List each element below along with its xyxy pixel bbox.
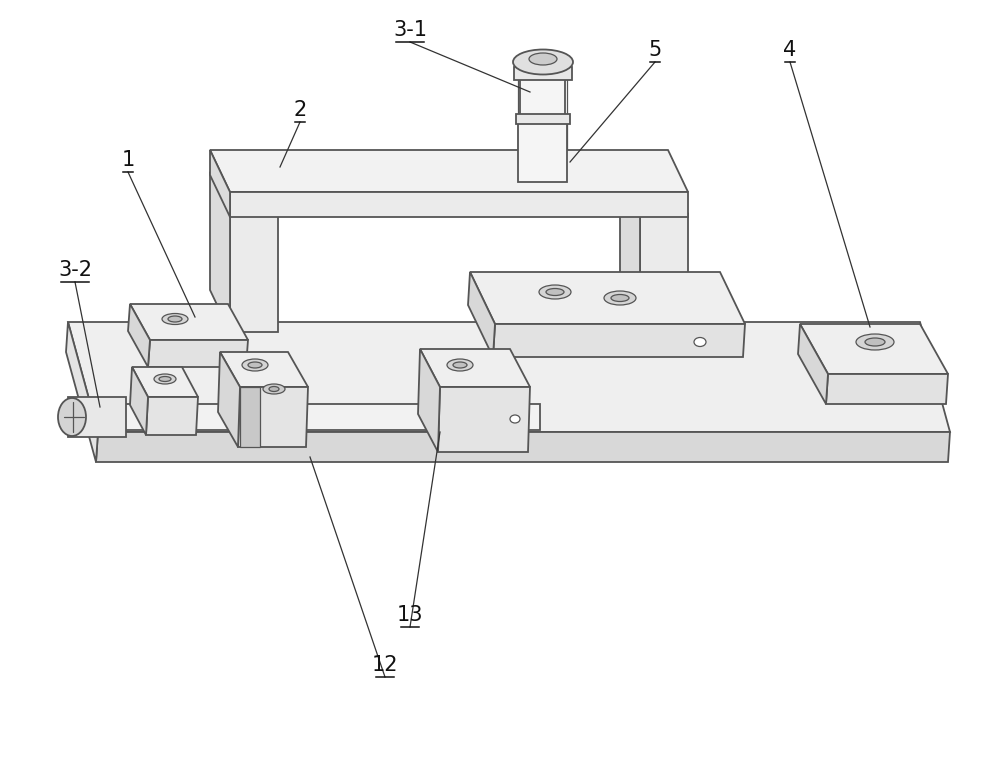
Ellipse shape (604, 291, 636, 305)
Polygon shape (128, 304, 150, 367)
Polygon shape (146, 397, 198, 435)
Text: 3-1: 3-1 (393, 20, 427, 40)
Ellipse shape (539, 285, 571, 299)
Polygon shape (230, 192, 688, 217)
Text: 1: 1 (121, 150, 135, 170)
Polygon shape (620, 172, 640, 332)
Text: 5: 5 (648, 40, 662, 60)
Ellipse shape (58, 398, 86, 436)
Ellipse shape (546, 289, 564, 296)
Polygon shape (68, 322, 950, 432)
Ellipse shape (154, 374, 176, 384)
Polygon shape (96, 432, 950, 462)
Polygon shape (238, 387, 308, 447)
Polygon shape (418, 349, 440, 452)
Polygon shape (438, 387, 530, 452)
Polygon shape (620, 172, 688, 214)
Ellipse shape (263, 384, 285, 394)
Ellipse shape (168, 316, 182, 322)
Polygon shape (130, 367, 148, 435)
Ellipse shape (510, 415, 520, 423)
Ellipse shape (269, 387, 279, 391)
Text: 3-2: 3-2 (58, 260, 92, 280)
Polygon shape (470, 272, 745, 324)
Polygon shape (240, 387, 260, 447)
Polygon shape (132, 367, 198, 397)
Polygon shape (230, 214, 278, 332)
Polygon shape (130, 304, 248, 340)
Ellipse shape (865, 338, 885, 346)
Polygon shape (66, 322, 98, 462)
Polygon shape (123, 404, 540, 430)
Polygon shape (640, 214, 688, 332)
Polygon shape (210, 150, 688, 192)
Ellipse shape (447, 359, 473, 371)
Ellipse shape (611, 294, 629, 302)
Ellipse shape (856, 334, 894, 350)
Polygon shape (218, 352, 240, 447)
Ellipse shape (242, 359, 268, 371)
Polygon shape (826, 374, 948, 404)
Polygon shape (210, 172, 278, 214)
Ellipse shape (513, 49, 573, 75)
Text: 4: 4 (783, 40, 797, 60)
Ellipse shape (162, 313, 188, 324)
Polygon shape (514, 67, 572, 80)
Polygon shape (520, 72, 565, 122)
Text: 2: 2 (293, 100, 307, 120)
Polygon shape (210, 150, 230, 217)
Polygon shape (468, 272, 495, 357)
Polygon shape (210, 172, 230, 332)
Polygon shape (516, 114, 570, 124)
Polygon shape (220, 352, 308, 387)
Polygon shape (518, 122, 567, 182)
Ellipse shape (453, 362, 467, 368)
Ellipse shape (529, 53, 557, 65)
Polygon shape (148, 340, 248, 367)
Polygon shape (420, 349, 530, 387)
Polygon shape (493, 324, 745, 357)
Polygon shape (798, 324, 828, 404)
Ellipse shape (694, 337, 706, 347)
Ellipse shape (248, 362, 262, 368)
Polygon shape (68, 397, 126, 437)
Polygon shape (800, 324, 948, 374)
Text: 13: 13 (397, 605, 423, 625)
Text: 12: 12 (372, 655, 398, 675)
Ellipse shape (159, 377, 171, 381)
